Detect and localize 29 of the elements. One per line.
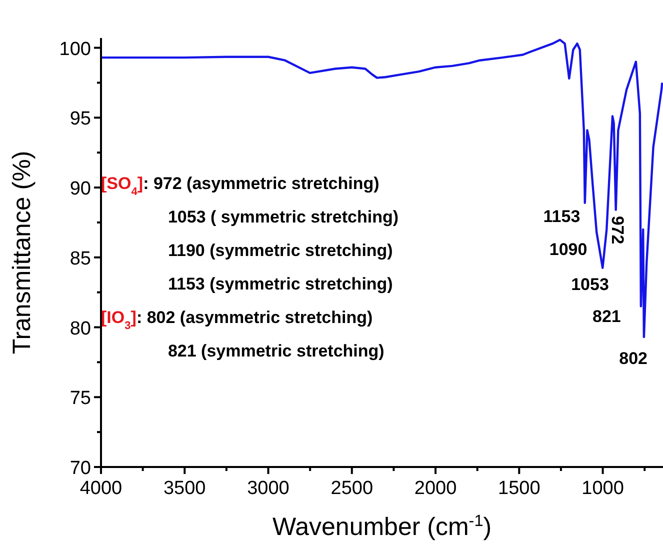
y-tick-label: 85 xyxy=(70,248,91,270)
y-axis-title: Transmittance (%) xyxy=(8,150,36,354)
annotation: 1153 xyxy=(543,206,580,226)
annotation: 821 xyxy=(592,306,621,326)
y-tick-label: 90 xyxy=(70,178,91,200)
annotation: [SO$_{4}$]: 972 (asymmetric stretching) xyxy=(101,174,380,198)
x-tick-label: 3500 xyxy=(163,478,206,499)
annotation: 1190 (symmetric stretching) xyxy=(168,241,393,260)
annotation: 1053 ( symmetric stretching) xyxy=(168,208,399,226)
x-axis-title: Wavenumber (cm$^{-1}$) xyxy=(272,512,492,541)
y-tick-label: 95 xyxy=(70,108,91,130)
x-tick-label: 1500 xyxy=(498,478,540,499)
annotation: 1090 xyxy=(549,240,588,258)
annotation: 802 xyxy=(619,348,648,368)
x-tick-label: 3000 xyxy=(247,478,290,499)
annotation: 972 xyxy=(608,216,628,244)
x-tick-label: 2500 xyxy=(330,478,374,499)
line-series xyxy=(101,38,663,338)
annotation: 1153 (symmetric stretching) xyxy=(168,274,393,294)
annotation: 821 (symmetric stretching) xyxy=(168,342,384,360)
annotation: [IO$_{3}$]: 802 (asymmetric stretching) xyxy=(101,308,373,332)
x-tick-label: 1000 xyxy=(582,478,624,499)
y-tick-label: 75 xyxy=(70,388,91,410)
annotation: 1053 xyxy=(571,274,609,294)
y-tick-label: 80 xyxy=(70,318,91,340)
x-tick-label: 2000 xyxy=(414,478,457,499)
y-tick-label: 100 xyxy=(59,38,91,60)
y-tick-label: 70 xyxy=(70,458,91,479)
x-tick-label: 4000 xyxy=(80,478,122,499)
